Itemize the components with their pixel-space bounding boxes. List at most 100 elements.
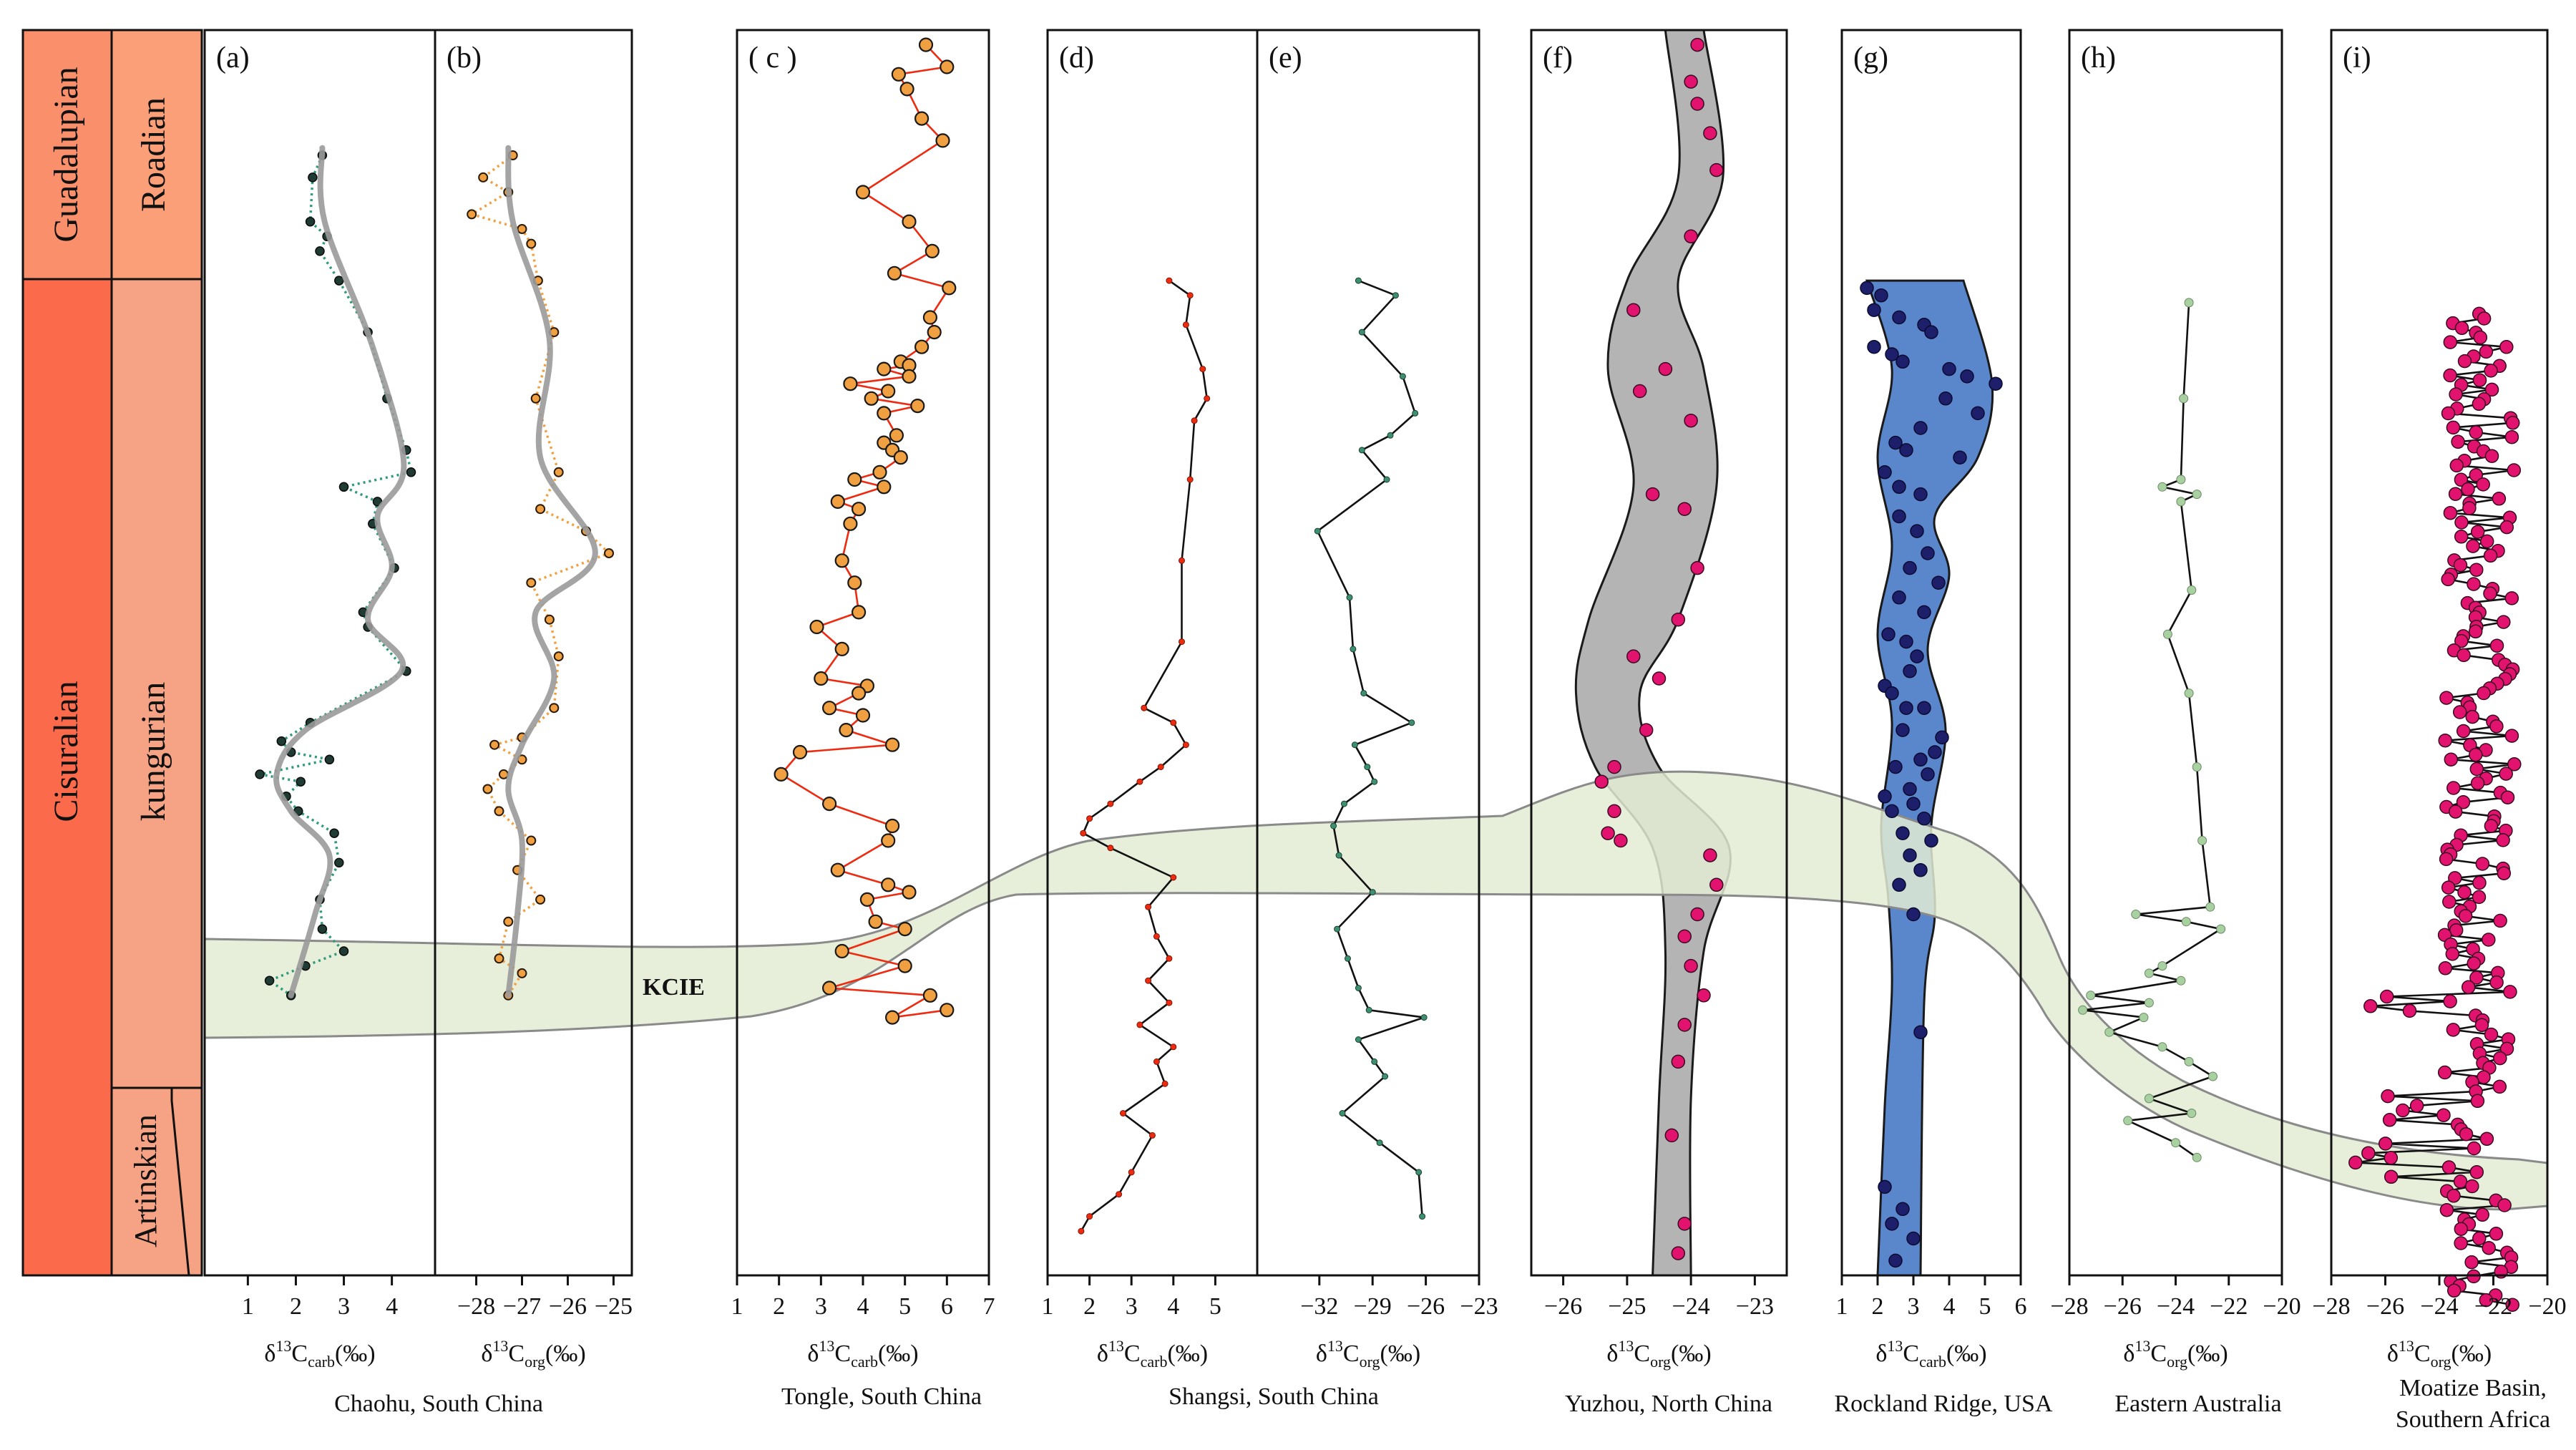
data-point-i-49 (2466, 539, 2480, 553)
series-guadalupian-label: Guadalupian (47, 67, 85, 242)
data-point-b-8 (530, 393, 541, 404)
data-point-i-41 (2462, 501, 2477, 515)
data-point-e-24 (1420, 1014, 1428, 1021)
data-point-g-18 (1878, 465, 1892, 480)
data-point-b-22 (494, 806, 504, 817)
data-point-g-45 (1885, 804, 1899, 819)
data-point-d-16 (1080, 829, 1087, 837)
data-point-i-170 (2382, 1113, 2397, 1127)
data-point-a-10 (338, 482, 349, 492)
data-point-c-3 (899, 82, 914, 97)
data-point-i-3 (2454, 321, 2469, 336)
trend-line-a (273, 145, 407, 998)
data-point-e-0 (1355, 277, 1362, 284)
data-point-g-54 (1878, 1179, 1892, 1194)
data-point-h-29 (2171, 1138, 2180, 1148)
data-point-i-177 (2361, 1146, 2376, 1160)
data-point-h-22 (2104, 1027, 2114, 1037)
data-point-f-18 (1594, 774, 1609, 789)
data-point-h-20 (2078, 1005, 2088, 1015)
data-point-g-52 (1906, 907, 1921, 922)
series-line-d (1080, 280, 1208, 1232)
data-point-i-32 (2449, 458, 2464, 473)
data-point-c-54 (868, 914, 883, 929)
data-point-a-22 (296, 777, 306, 787)
tick-label-c-0: 1 (731, 1293, 743, 1320)
data-point-d-28 (1120, 1110, 1126, 1116)
data-point-f-26 (1684, 958, 1698, 973)
data-point-f-12 (1690, 560, 1704, 575)
tick-label-c-5: 6 (941, 1293, 953, 1320)
panel-label-a: (a) (216, 42, 250, 74)
data-point-h-7 (2162, 629, 2172, 639)
data-point-f-5 (1684, 229, 1698, 244)
data-point-g-30 (1910, 649, 1924, 663)
data-point-c-57 (897, 958, 912, 973)
data-point-c-7 (902, 214, 917, 229)
data-point-i-176 (2467, 1141, 2482, 1156)
data-point-g-12 (1938, 391, 1953, 406)
data-point-g-26 (1892, 590, 1906, 605)
data-point-c-20 (864, 391, 879, 406)
data-point-i-188 (2497, 1198, 2512, 1212)
tick-label-h-2: −24 (2157, 1293, 2195, 1320)
data-point-g-11 (1989, 376, 2003, 391)
envelope-band-f (1574, 29, 1732, 1277)
tick-label-f-0: −26 (1544, 1293, 1582, 1320)
data-point-i-90 (2438, 733, 2452, 748)
data-point-g-36 (1896, 723, 1910, 737)
data-point-f-19 (1607, 804, 1621, 819)
data-series (255, 37, 2522, 1312)
data-point-i-200 (2464, 1255, 2479, 1270)
data-point-h-2 (2176, 475, 2186, 485)
data-point-i-178 (2384, 1151, 2399, 1165)
axis-label-i: δ13Corg(‰) (2387, 1337, 2492, 1371)
data-point-d-12 (1157, 764, 1164, 771)
data-point-g-56 (1885, 1217, 1899, 1231)
data-point-c-53 (859, 892, 875, 908)
data-point-i-206 (2446, 1283, 2462, 1298)
data-point-e-20 (1334, 925, 1341, 933)
data-point-i-42 (2443, 505, 2458, 520)
data-point-a-25 (329, 828, 339, 838)
data-point-i-19 (2472, 396, 2487, 412)
data-point-c-32 (843, 516, 858, 531)
data-point-i-121 (2441, 880, 2456, 895)
panel-label-g: (g) (1853, 42, 1888, 74)
tick-label-c-3: 4 (857, 1293, 869, 1320)
panel-frame-0 (203, 29, 633, 1277)
data-point-i-179 (2348, 1155, 2363, 1170)
data-point-i-33 (2507, 463, 2522, 477)
stage-roadian-box (110, 29, 203, 281)
data-point-d-5 (1191, 417, 1198, 424)
tick-label-d-3: 4 (1167, 1293, 1179, 1320)
data-point-c-31 (851, 502, 867, 517)
data-point-d-18 (1170, 874, 1177, 881)
tick-label-e-0: −32 (1300, 1293, 1338, 1320)
data-point-i-53 (2453, 558, 2468, 573)
data-point-g-51 (1892, 877, 1906, 892)
data-point-f-6 (1626, 303, 1641, 317)
location-labels: Chaohu, South China Tongle, South China … (334, 1375, 2550, 1433)
data-point-d-3 (1199, 366, 1206, 373)
data-point-c-1 (940, 59, 955, 74)
data-point-a-26 (334, 857, 344, 868)
data-point-h-30 (2192, 1152, 2202, 1162)
data-point-f-9 (1684, 413, 1698, 428)
data-point-f-7 (1658, 361, 1673, 376)
data-point-d-33 (1078, 1227, 1085, 1235)
data-point-i-124 (2442, 895, 2457, 909)
axis-label-h: δ13Corg(‰) (2123, 1337, 2228, 1371)
data-point-i-208 (2479, 1293, 2494, 1308)
data-point-f-30 (1664, 1128, 1679, 1143)
data-point-h-1 (2179, 394, 2189, 404)
data-point-d-1 (1186, 292, 1194, 299)
data-point-c-13 (914, 339, 930, 354)
data-point-i-115 (2439, 852, 2454, 867)
data-point-d-22 (1145, 977, 1152, 984)
data-point-i-26 (2504, 429, 2519, 444)
data-point-i-24 (2446, 420, 2461, 435)
data-point-g-14 (1913, 421, 1928, 435)
series-cisuralian-box (21, 278, 113, 1277)
data-point-i-108 (2484, 819, 2499, 833)
